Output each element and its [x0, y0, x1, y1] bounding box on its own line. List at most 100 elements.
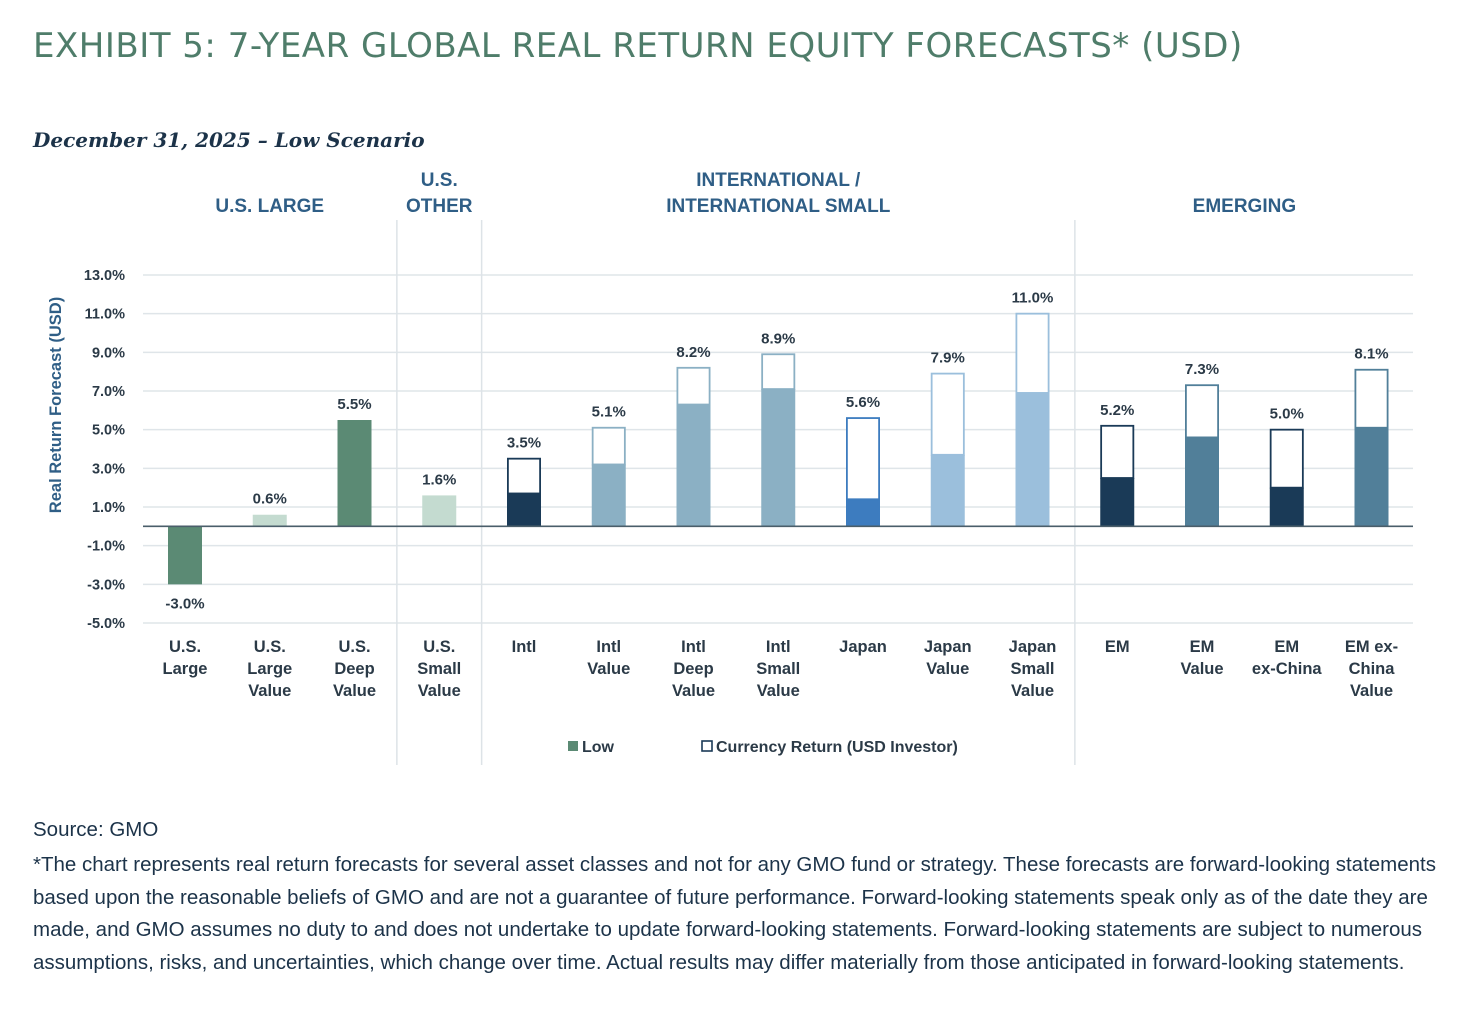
category-label-line: EM ex- [1345, 638, 1398, 656]
value-label: 7.3% [1185, 361, 1219, 378]
bar-currency [761, 353, 796, 390]
category-label-line: Small [1010, 660, 1054, 678]
category-label-line: U.S. [338, 638, 370, 656]
value-label: 5.2% [1100, 402, 1134, 419]
legend-label: Low [582, 739, 615, 756]
y-tick-label: -5.0% [87, 616, 125, 632]
group-label-line: INTERNATIONAL / [696, 170, 861, 191]
bar-currency [1015, 312, 1050, 394]
value-label: 7.9% [931, 350, 965, 367]
y-axis-label: Real Return Forecast (USD) [47, 297, 65, 513]
source-note: Source: GMO [33, 818, 159, 841]
category-label-line: Large [163, 660, 208, 678]
bar-low [337, 420, 372, 527]
bar-low [252, 514, 287, 527]
bar-low [1354, 427, 1389, 527]
bar-low [1185, 437, 1219, 527]
bar-low [846, 499, 880, 527]
bar-currency [676, 366, 711, 406]
bar-currency [506, 457, 541, 495]
bar-low [422, 495, 457, 527]
category-label-line: Value [1350, 682, 1393, 700]
category-label: U.S. Deep Value [333, 638, 376, 700]
category-label-line: Japan [839, 638, 887, 656]
category-label: U.S. Large Value [247, 638, 292, 700]
category-label-line: U.S. [423, 638, 455, 656]
category-label-line: Intl [766, 638, 791, 656]
y-tick-label: 7.0% [92, 384, 125, 400]
category-label: Intl Small Value [756, 638, 800, 700]
value-label: 8.2% [676, 344, 710, 361]
value-label: 0.6% [253, 491, 287, 508]
category-label-line: Deep [334, 660, 374, 678]
legend: Low Currency Return (USD Investor) [568, 739, 958, 756]
category-label-line: Large [247, 660, 292, 678]
value-label: 8.9% [761, 330, 795, 347]
category-label-line: Value [333, 682, 376, 700]
y-tick-label: 9.0% [92, 345, 125, 361]
legend-swatch [701, 740, 713, 752]
category-label-line: China [1349, 660, 1396, 678]
category-label-line: U.S. [254, 638, 286, 656]
category-label-line: Value [587, 660, 630, 678]
category-label-line: Value [672, 682, 715, 700]
footnote: *The chart represents real return foreca… [33, 853, 1436, 974]
value-label: 11.0% [1012, 290, 1054, 307]
group-label-line: U.S. [421, 170, 458, 191]
bar-currency [1269, 428, 1304, 489]
category-label-line: Intl [596, 638, 621, 656]
category-label: EM ex- China Value [1345, 638, 1398, 700]
y-tick-label: 1.0% [92, 500, 125, 516]
category-label: U.S. Large [163, 638, 208, 678]
category-label: U.S. Small Value [417, 638, 461, 700]
category-label-line: Value [757, 682, 800, 700]
category-label-line: Value [1180, 660, 1223, 678]
bar-currency [930, 372, 965, 456]
y-tick-label: 3.0% [92, 461, 125, 477]
bar-currency [1100, 424, 1135, 479]
category-label: EM ex-China [1252, 638, 1323, 678]
bar-low [591, 464, 626, 527]
value-label: 8.1% [1354, 346, 1388, 363]
bar-low [676, 404, 711, 527]
category-label-line: Japan [924, 638, 972, 656]
chart-subtitle: December 31, 2025 – Low Scenario [33, 128, 425, 152]
bars [168, 312, 1389, 585]
value-labels: -3.0% 0.6% 5.5% 1.6% 3.5% 5.1% 8.2% 8.9% 5.6% 7.9… [165, 290, 1388, 613]
group-label: U.S. LARGE [215, 196, 324, 217]
category-label-line: U.S. [169, 638, 201, 656]
category-label-line: Value [248, 682, 291, 700]
group-separators [396, 220, 1076, 765]
category-label-line: ex-China [1252, 660, 1323, 678]
category-label-line: Value [1011, 682, 1054, 700]
group-label: EMERGING [1193, 196, 1296, 217]
group-label: U.S. OTHER [406, 170, 473, 217]
y-tick-label: 11.0% [85, 307, 125, 323]
value-label: 5.0% [1270, 406, 1304, 423]
category-label-line: Value [418, 682, 461, 700]
group-label: INTERNATIONAL / INTERNATIONAL SMALL [666, 170, 891, 217]
category-label-line: EM [1274, 638, 1299, 656]
group-label-line: INTERNATIONAL SMALL [666, 196, 891, 217]
y-tick-label: 13.0% [84, 268, 125, 284]
bar-low [1100, 478, 1135, 527]
value-label: 1.6% [422, 471, 456, 488]
category-label: Japan Small Value [1009, 638, 1057, 700]
bar-low [168, 526, 202, 585]
bar-low [761, 389, 796, 527]
value-label: 5.1% [592, 404, 626, 421]
bar-currency [1185, 384, 1220, 439]
bar-currency [591, 426, 626, 466]
exhibit-title: EXHIBIT 5: 7-YEAR GLOBAL REAL RETURN EQU… [33, 26, 1243, 66]
group-label-line: U.S. LARGE [215, 196, 324, 217]
category-label-line: Value [926, 660, 969, 678]
category-label: Intl [512, 638, 537, 656]
value-label: -3.0% [165, 595, 204, 612]
bar-low [930, 454, 965, 527]
bar-currency [846, 417, 881, 501]
category-label-line: Intl [681, 638, 706, 656]
category-label: Japan Value [924, 638, 972, 678]
